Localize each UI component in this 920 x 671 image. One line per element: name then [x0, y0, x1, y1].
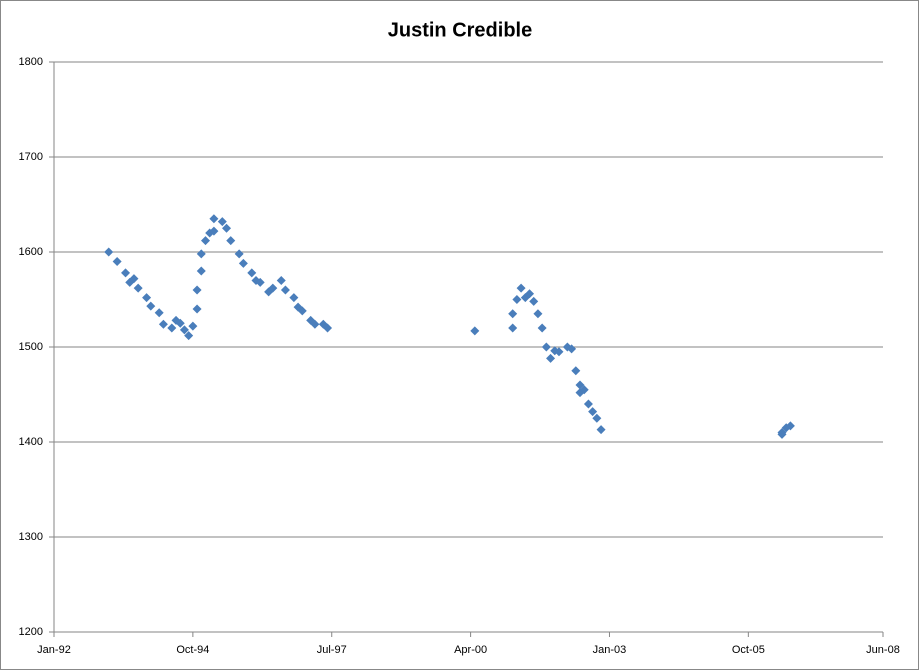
point — [192, 304, 202, 314]
point — [209, 214, 219, 224]
point — [129, 274, 139, 284]
point — [142, 293, 152, 303]
y-tick-label: 1200 — [19, 626, 43, 638]
y-tick-label: 1800 — [19, 56, 43, 68]
chart-title: Justin Credible — [388, 19, 532, 41]
point — [508, 323, 518, 333]
point — [112, 257, 122, 266]
point — [234, 249, 244, 259]
point — [268, 283, 278, 293]
point — [154, 308, 164, 318]
point — [179, 325, 189, 335]
point — [192, 285, 202, 295]
point — [238, 258, 248, 268]
point — [255, 277, 265, 287]
point — [571, 366, 581, 376]
point — [121, 268, 131, 278]
point — [247, 268, 257, 278]
point — [104, 247, 114, 257]
point — [158, 319, 168, 329]
y-tick-label: 1300 — [19, 531, 43, 543]
point — [508, 309, 518, 319]
point — [579, 385, 589, 395]
point — [529, 296, 539, 306]
point — [209, 226, 219, 236]
point — [554, 347, 564, 357]
y-tick-label: 1600 — [19, 246, 43, 258]
x-tick-label: Oct-94 — [176, 644, 209, 656]
y-tick-label: 1500 — [19, 341, 43, 353]
point — [175, 318, 185, 328]
y-tick-label: 1700 — [19, 151, 43, 163]
point — [133, 283, 143, 293]
x-tick-label: Jun-08 — [866, 644, 900, 656]
point — [217, 217, 227, 227]
point — [226, 236, 236, 246]
x-tick-label: Jan-92 — [37, 644, 71, 656]
point — [567, 344, 577, 354]
point — [533, 309, 543, 319]
point — [512, 295, 522, 304]
point — [323, 323, 333, 333]
point — [546, 353, 556, 363]
x-tick-label: Jul-97 — [317, 644, 347, 656]
point — [525, 289, 535, 299]
x-tick-label: Apr-00 — [454, 644, 487, 656]
point — [777, 429, 787, 439]
point — [222, 223, 232, 233]
point — [583, 399, 593, 409]
point — [146, 301, 156, 311]
point — [196, 266, 206, 276]
point — [516, 283, 526, 293]
point — [592, 413, 602, 423]
x-tick-label: Oct-05 — [732, 644, 765, 656]
point — [537, 323, 547, 333]
point — [188, 321, 198, 331]
point — [588, 407, 598, 417]
point — [785, 421, 795, 431]
point — [541, 342, 551, 352]
point — [596, 425, 606, 435]
point — [310, 319, 320, 329]
point — [276, 276, 286, 285]
point — [280, 285, 290, 295]
point — [196, 249, 206, 259]
point — [200, 236, 210, 246]
point — [184, 331, 194, 341]
x-tick-label: Jan-03 — [593, 644, 627, 656]
point — [297, 306, 307, 316]
point — [167, 323, 177, 333]
point — [289, 293, 299, 303]
y-tick-label: 1400 — [19, 436, 43, 448]
point — [470, 326, 480, 336]
